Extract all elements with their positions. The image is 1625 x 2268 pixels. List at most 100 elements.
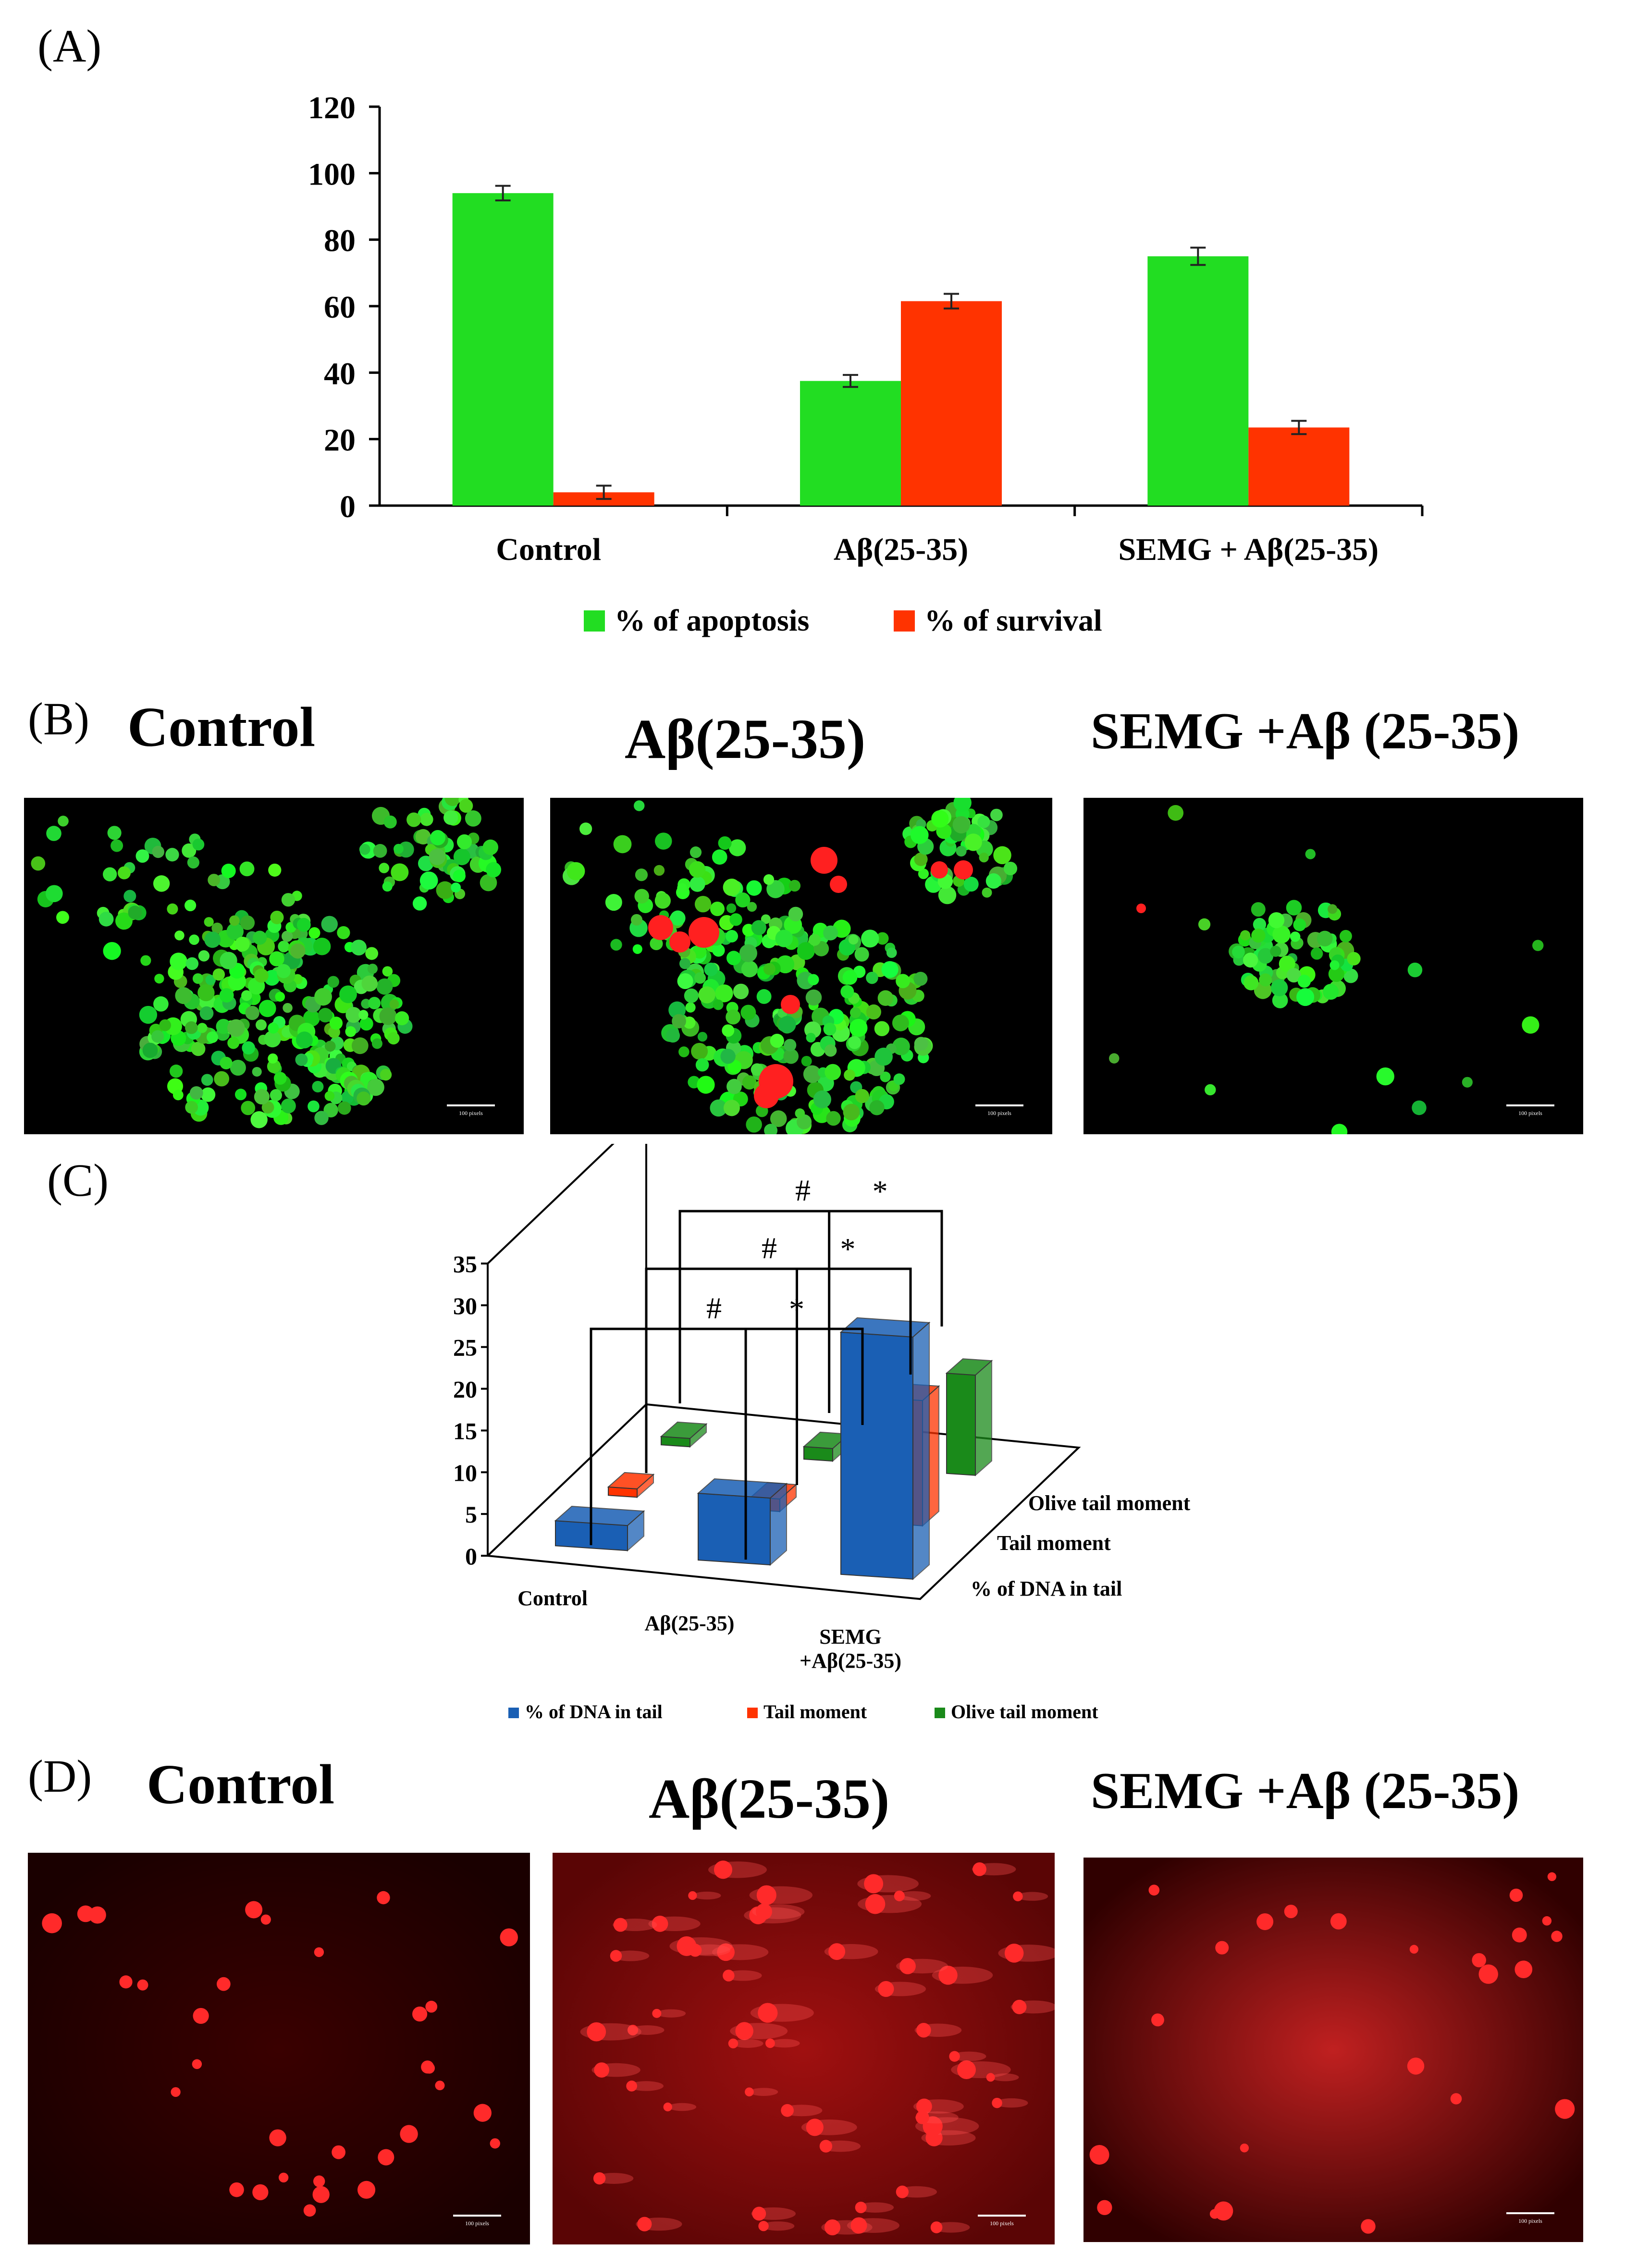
cell — [866, 1004, 881, 1020]
cell — [746, 1116, 762, 1133]
cell — [694, 972, 706, 984]
cell — [226, 923, 244, 940]
cell — [212, 968, 225, 981]
nucleus — [1215, 1941, 1229, 1955]
cell — [886, 947, 897, 958]
back-wall-top — [487, 1144, 615, 1264]
cell — [654, 892, 671, 909]
cell — [270, 1089, 283, 1102]
cell — [323, 1103, 338, 1118]
cell — [1317, 930, 1333, 947]
cell — [776, 955, 795, 974]
cell — [268, 863, 282, 877]
cell — [192, 838, 205, 851]
nucleus — [717, 1943, 735, 1961]
cell — [684, 988, 699, 1003]
cell — [840, 985, 854, 999]
nucleus — [916, 2098, 932, 2115]
cell — [329, 1016, 343, 1030]
cell — [382, 881, 393, 892]
cell — [240, 915, 255, 930]
nucleus — [865, 1894, 886, 1914]
cell — [677, 973, 693, 990]
nucleus — [626, 2081, 637, 2092]
nucleus — [986, 2073, 995, 2082]
cell — [633, 800, 645, 811]
panel-d-letter: (D) — [28, 1750, 92, 1802]
cell — [359, 843, 370, 855]
nucleus — [1478, 1964, 1498, 1984]
apoptotic-cell — [811, 847, 837, 874]
nucleus — [332, 2145, 345, 2159]
nucleus — [216, 1977, 231, 1991]
y-tick-label: 0 — [465, 1543, 477, 1570]
nucleus — [894, 1890, 905, 1902]
nucleus — [637, 2217, 652, 2231]
cell — [953, 798, 972, 812]
cell — [314, 988, 332, 1006]
cell — [842, 970, 858, 985]
bar — [800, 381, 901, 506]
cell — [1243, 975, 1259, 991]
nucleus — [314, 1947, 324, 1958]
cell — [1331, 1124, 1348, 1134]
cell — [751, 920, 766, 935]
nucleus — [610, 1950, 622, 1962]
nucleus — [312, 2186, 330, 2203]
cell — [1240, 930, 1251, 941]
nucleus — [500, 1928, 518, 1946]
cell — [227, 1037, 240, 1049]
cell — [139, 1005, 158, 1024]
cell — [429, 848, 446, 866]
cell — [276, 964, 291, 979]
cell — [722, 1024, 735, 1037]
cell — [380, 1069, 392, 1081]
panel-d-title-control: Control — [147, 1753, 335, 1816]
cell — [892, 1014, 909, 1031]
cell — [327, 976, 339, 988]
depth-axis-label: Olive tail moment — [1028, 1491, 1191, 1515]
cell — [712, 849, 727, 865]
cell — [697, 1076, 715, 1094]
significance-bracket — [678, 1210, 943, 1403]
bar-3d-top — [660, 1421, 708, 1439]
nucleus — [425, 2000, 438, 2013]
cell — [1323, 984, 1339, 1000]
cell — [952, 816, 970, 834]
nucleus — [193, 2008, 209, 2024]
cell — [245, 1005, 259, 1020]
cell — [270, 910, 284, 924]
cell — [654, 832, 672, 850]
cell — [751, 1063, 763, 1076]
cell — [670, 910, 686, 926]
cell — [198, 950, 210, 962]
cell — [1270, 945, 1281, 957]
cell — [45, 885, 63, 903]
nucleus — [949, 2051, 960, 2062]
cell — [747, 902, 757, 912]
depth-axis-label: Tail moment — [997, 1531, 1111, 1555]
bar-3d-top — [607, 1472, 655, 1489]
cell — [345, 1007, 362, 1023]
cell — [788, 906, 803, 922]
cell — [58, 816, 69, 827]
cell — [367, 1078, 384, 1096]
cell — [784, 1039, 797, 1052]
cell — [979, 853, 989, 863]
cell — [142, 1042, 158, 1058]
cell — [169, 1065, 183, 1078]
scale-bar-label: 100 pixels — [465, 2220, 489, 2227]
bar-3d-side — [912, 1321, 930, 1580]
micrograph-d-control: 100 pixels — [28, 1853, 530, 2244]
nucleus — [755, 1903, 772, 1920]
cell — [234, 1089, 247, 1101]
nucleus — [1542, 1916, 1552, 1926]
nucleus — [1407, 2057, 1425, 2075]
cell — [31, 856, 46, 871]
cell — [718, 836, 732, 850]
cell — [140, 955, 151, 966]
cell — [234, 936, 250, 952]
cell — [740, 1004, 756, 1020]
cell — [430, 830, 446, 846]
cell — [185, 1021, 198, 1034]
